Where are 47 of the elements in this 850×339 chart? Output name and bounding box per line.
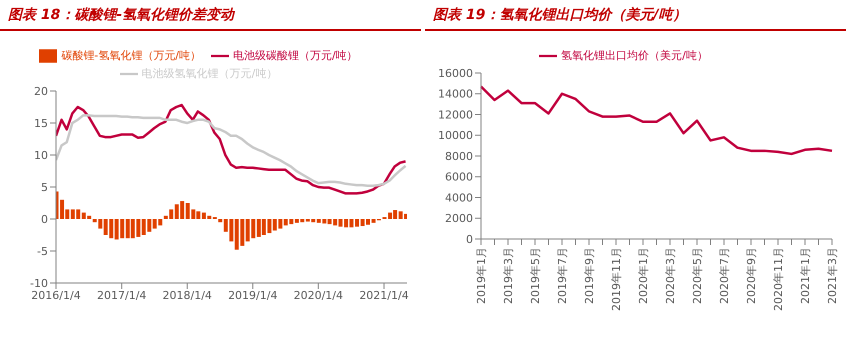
chart-title: 图表 18：碳酸锂-氢氧化锂价差变动	[0, 0, 421, 31]
y-tick-label: 15	[34, 116, 48, 130]
x-tick-label: 2019年7月	[556, 247, 569, 304]
line-series	[56, 104, 407, 195]
y-tick-label: 10	[34, 148, 48, 162]
x-tick-label: 2021年1月	[798, 247, 812, 304]
x-tick-label: 2019年9月	[582, 247, 596, 304]
y-tick-label: 16000	[438, 66, 473, 80]
x-tick-label: 2021年3月	[826, 247, 839, 304]
x-tick-label: 2020年5月	[690, 247, 704, 304]
bar	[158, 219, 162, 226]
y-tick-label: 6000	[445, 170, 473, 184]
legend-label: 氢氧化锂出口均价（美元/吨）	[561, 49, 708, 62]
x-tick-label: 2020年7月	[718, 247, 731, 304]
x-tick-label: 2019年5月	[528, 247, 542, 304]
y-tick-label: 8000	[445, 150, 473, 163]
x-tick-label: 2019年11月	[610, 247, 623, 311]
y-tick-label: 10000	[438, 129, 473, 142]
y-tick-label: 12000	[438, 108, 473, 122]
y-tick-label: 14000	[438, 88, 473, 101]
y-tick-label: 4000	[445, 191, 473, 204]
x-tick-label: 2019年1月	[474, 247, 488, 304]
chart-title: 图表 19：氢氧化锂出口均价（美元/吨）	[425, 0, 846, 31]
x-tick-label: 2020年11月	[772, 247, 785, 311]
y-tick-label: 0	[41, 212, 48, 226]
x-tick-label: 2020年9月	[744, 247, 758, 304]
legend-label: 碳酸锂-氢氧化锂（万元/吨）	[61, 49, 201, 62]
bar	[92, 219, 97, 222]
bar	[218, 219, 222, 222]
y-tick-label: 0	[466, 232, 473, 246]
x-tick-label: 2016/1/4	[31, 288, 81, 302]
x-tick-label: 2019/1/4	[228, 288, 278, 302]
y-tick-label: 20	[34, 84, 48, 98]
x-tick-label: 2020年1月	[636, 247, 650, 304]
line-series	[56, 114, 407, 187]
y-tick-label: -10	[30, 276, 48, 290]
x-tick-label: 2020年3月	[664, 247, 677, 304]
x-tick-label: 2018/1/4	[162, 288, 212, 302]
x-tick-label: 2021/1/4	[359, 288, 409, 302]
y-tick-label: -5	[37, 244, 48, 258]
x-tick-label: 2020/1/4	[294, 288, 344, 302]
legend-label: 电池级碳酸锂（万元/吨）	[232, 49, 358, 62]
x-tick-label: 2017/1/4	[97, 288, 146, 302]
x-tick-label: 2019年3月	[502, 247, 515, 304]
y-tick-label: 5	[41, 180, 48, 194]
line-series	[480, 85, 834, 156]
y-tick-label: 2000	[445, 212, 473, 226]
